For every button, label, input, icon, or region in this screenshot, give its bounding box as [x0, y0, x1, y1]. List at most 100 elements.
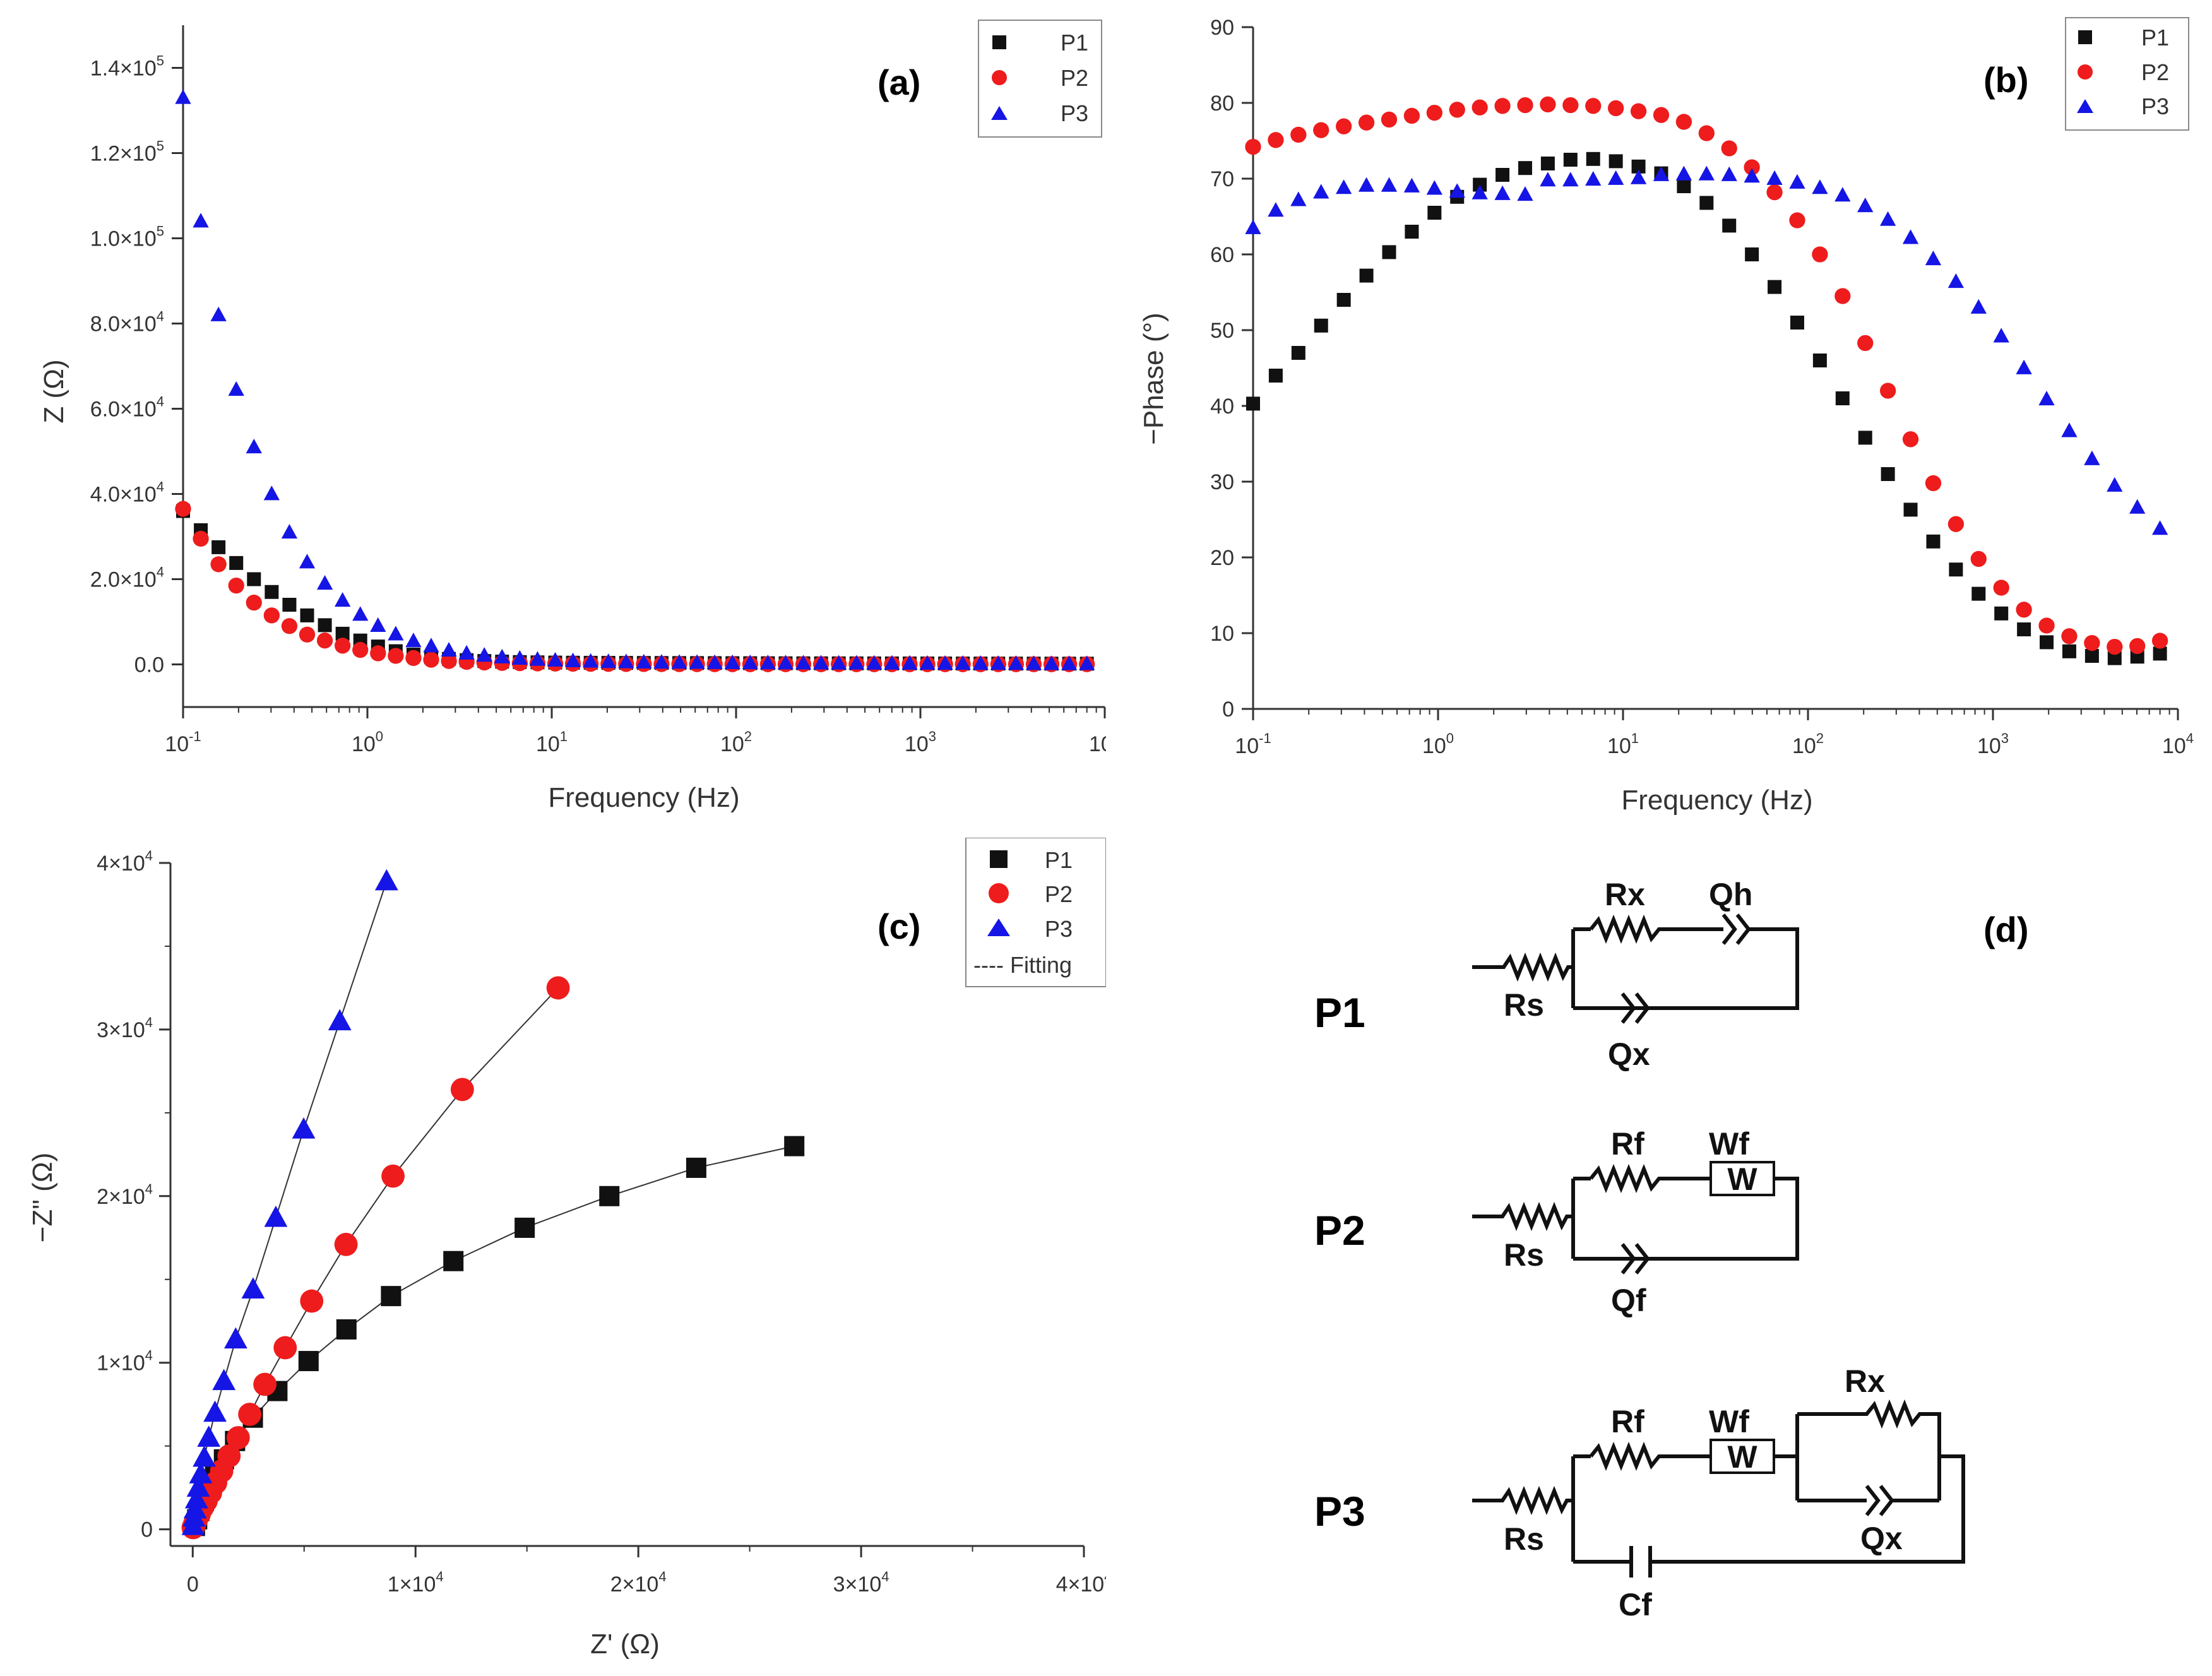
circuit-p3-rx-label: Rx — [1845, 1364, 1885, 1399]
data-point-p3 — [742, 655, 758, 670]
panel-b-axes — [1252, 27, 2178, 710]
data-point-p2 — [1653, 107, 1670, 123]
data-point-p2 — [1403, 107, 1420, 124]
legend-p2-marker — [992, 70, 1007, 85]
data-point-p1 — [1495, 168, 1510, 182]
data-point-p2 — [1879, 383, 1896, 399]
legend-p1-label: P1 — [1061, 30, 1088, 56]
data-point-p3 — [529, 651, 546, 666]
data-point-p2 — [546, 976, 570, 1000]
series-p1 — [176, 504, 1094, 671]
data-point-p3 — [186, 1475, 210, 1497]
data-point-p2 — [1607, 100, 1624, 117]
data-point-p1 — [1994, 606, 2009, 621]
circuit-p3-rf-label: Rf — [1611, 1404, 1644, 1439]
data-point-p1 — [1608, 154, 1623, 169]
x-tick-label: 1×104 — [388, 1569, 444, 1596]
data-point-p2 — [370, 645, 386, 662]
data-point-p2 — [1925, 475, 1942, 492]
data-point-p3 — [1721, 166, 1737, 181]
circuit-p2-wf-label: Wf — [1709, 1126, 1749, 1162]
data-point-p2 — [1358, 114, 1375, 131]
data-point-p2 — [450, 1078, 474, 1102]
data-point-p2 — [1585, 98, 1602, 114]
data-point-p1 — [1631, 159, 1646, 174]
data-point-p3 — [1766, 170, 1783, 185]
data-point-p1 — [265, 585, 279, 599]
y-tick-label: 1.4×105 — [90, 53, 164, 81]
legend-p2-label: P2 — [2141, 59, 2169, 85]
data-point-p3 — [264, 1205, 288, 1227]
y-tick-label: 1.2×105 — [90, 138, 164, 166]
series-p1 — [184, 1136, 805, 1536]
data-point-p1 — [1699, 196, 1714, 210]
data-point-p1 — [1971, 586, 1986, 601]
data-point-p3 — [1079, 655, 1095, 670]
x-tick-label: 0 — [187, 1572, 199, 1596]
data-point-p3 — [2107, 477, 2123, 492]
data-point-p3 — [374, 869, 398, 891]
data-point-p3 — [1043, 655, 1060, 670]
data-point-p2 — [1721, 140, 1737, 157]
data-point-p2 — [352, 641, 369, 658]
data-point-p3 — [197, 1425, 221, 1447]
data-point-p3 — [175, 89, 191, 104]
data-point-p2 — [1902, 431, 1919, 448]
data-point-p1 — [2062, 644, 2076, 658]
data-point-p3 — [706, 654, 723, 669]
y-tick-label: 8.0×104 — [90, 309, 164, 336]
data-point-p1 — [247, 572, 261, 586]
data-point-p3 — [1653, 166, 1670, 181]
data-point-p3 — [1834, 187, 1851, 202]
circuit-p3-cf-label: Cf — [1619, 1587, 1652, 1622]
circuit-p1-qh-label: Qh — [1709, 877, 1752, 912]
panel-b-data-points — [1245, 96, 2168, 665]
data-point-p3 — [1268, 202, 1284, 217]
data-point-p3 — [724, 654, 740, 669]
data-point-p3 — [777, 655, 794, 670]
data-point-p3 — [1381, 177, 1398, 192]
y-tick-label: 50 — [1210, 319, 1234, 343]
data-point-p3 — [990, 655, 1006, 670]
data-point-p2 — [2129, 638, 2146, 655]
data-point-p2 — [1698, 125, 1715, 141]
data-point-p2 — [334, 1232, 358, 1256]
data-point-p3 — [511, 650, 528, 665]
circuit-p2-rs-label: Rs — [1504, 1237, 1544, 1273]
panel-b-y-axis-title: −Phase (°) — [1138, 312, 1169, 445]
series-p1 — [1246, 152, 2167, 665]
data-point-p3 — [600, 653, 617, 669]
data-point-p3 — [224, 1327, 247, 1349]
circuit-p2-rf-resistor — [1589, 1163, 1711, 1194]
data-point-p2 — [1857, 335, 1874, 352]
data-point-p2 — [2016, 602, 2032, 618]
data-point-p2 — [1766, 184, 1783, 201]
circuit-p2-rf-label: Rf — [1611, 1126, 1644, 1162]
panel-d-equivalent-circuits: (d) P1 Rx Qh Rs Qx P2 W — [1314, 877, 2029, 1622]
series-p3 — [181, 869, 398, 1535]
circuit-p3-rs-resistor — [1472, 1485, 1573, 1516]
y-tick-label: 1×104 — [97, 1348, 153, 1376]
circuit-p1-qx-label: Qx — [1608, 1037, 1650, 1072]
data-point-p2 — [228, 577, 244, 594]
data-point-p3 — [1993, 328, 2009, 343]
data-point-p3 — [919, 655, 936, 670]
x-tick-label: 10-1 — [165, 728, 201, 756]
data-point-p3 — [441, 642, 457, 657]
data-point-p2 — [1789, 212, 1805, 229]
data-point-p1 — [1540, 157, 1555, 170]
data-point-p3 — [1336, 179, 1352, 194]
data-point-p3 — [212, 1369, 236, 1391]
data-point-p1 — [1926, 534, 1941, 549]
panel-a-impedance-chart: 10-1 100 101 102 103 104 0.0 2.0×104 4.0×104 6.0… — [39, 20, 1106, 813]
circuit-p1-rx-label: Rx — [1605, 877, 1645, 912]
data-point-p3 — [328, 1009, 352, 1031]
data-point-p3 — [1494, 185, 1511, 200]
data-point-p2 — [1313, 122, 1329, 138]
data-point-p2 — [193, 530, 209, 547]
data-point-p2 — [2107, 638, 2123, 655]
data-point-p3 — [583, 653, 599, 668]
y-tick-label: 90 — [1210, 16, 1234, 40]
data-point-p2 — [1630, 103, 1647, 119]
circuit-p3-qx-cpe — [1865, 1485, 1894, 1516]
